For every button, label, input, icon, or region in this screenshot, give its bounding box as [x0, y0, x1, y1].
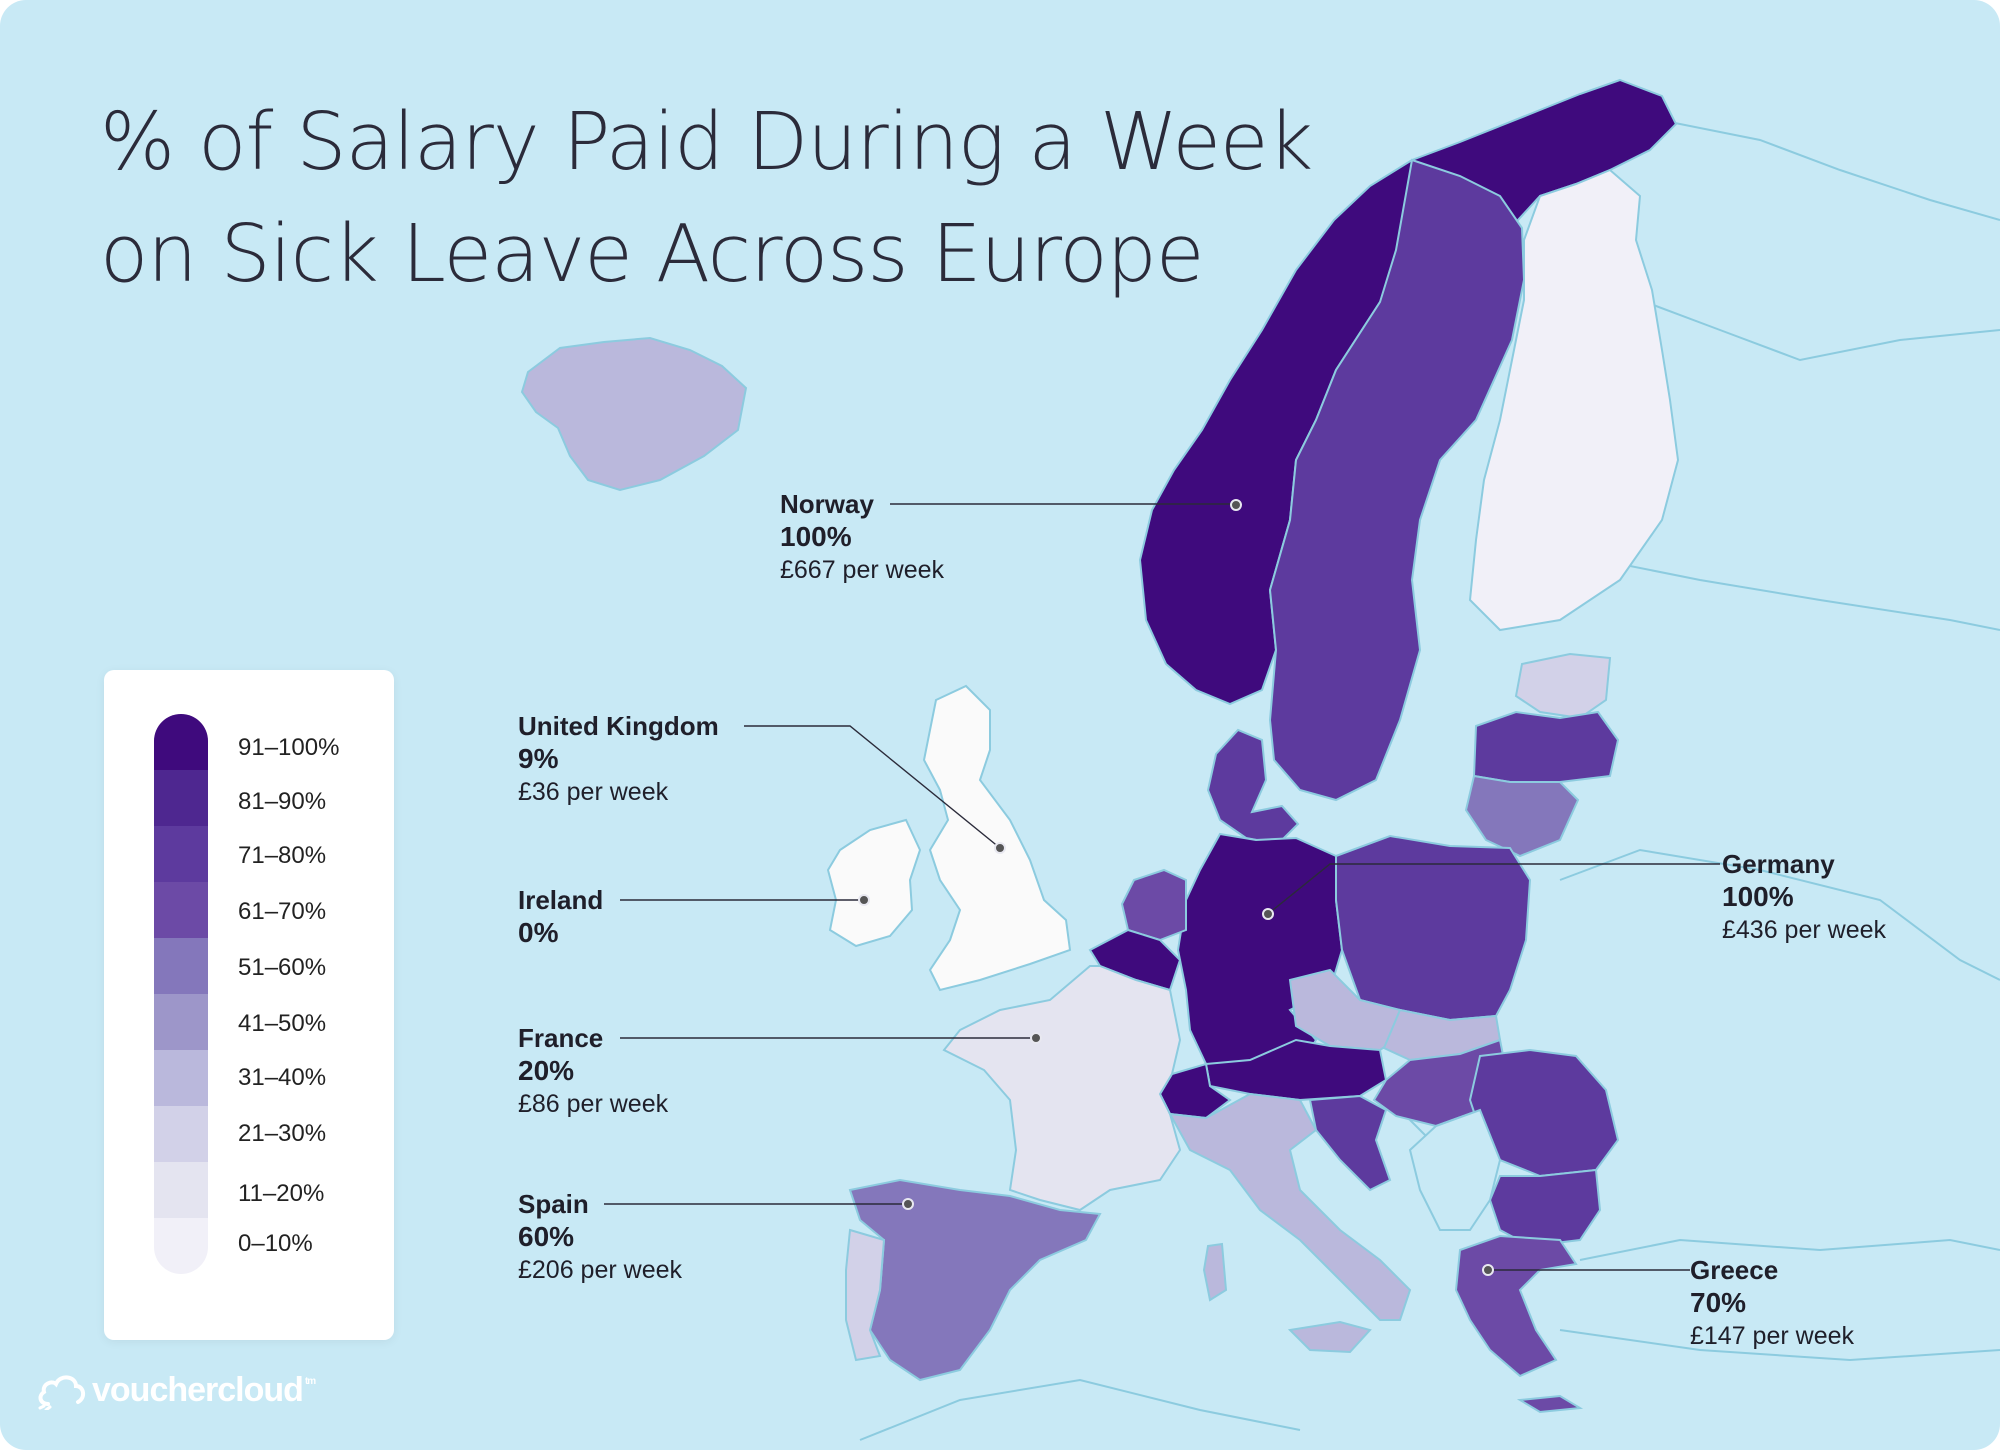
legend-label-91-100: 91–100%: [238, 734, 340, 761]
legend-swatch-11-20: [154, 1162, 208, 1218]
sardinia: [1202, 1242, 1228, 1302]
legend-swatch-81-90: [154, 770, 208, 826]
marker-germany: [1262, 908, 1274, 920]
callout-weekly-pay: £436 per week: [1722, 916, 1887, 944]
serbia-region: [1408, 1108, 1502, 1231]
bulgaria: [1488, 1168, 1602, 1248]
marker-ireland: [858, 894, 870, 906]
marker-spain: [902, 1198, 914, 1210]
leader-uk: [744, 725, 1001, 849]
sicily: [1287, 1320, 1372, 1354]
callout-country-name: United Kingdom: [518, 711, 719, 741]
marker-france: [1030, 1032, 1042, 1044]
sweden: [1268, 158, 1526, 802]
leader-germany: [1267, 863, 1720, 915]
callout-germany: Germany 100% £436 per week: [1722, 848, 1886, 946]
callout-country-name: Greece: [1690, 1255, 1779, 1285]
turkey-outline: [1559, 1238, 2000, 1362]
russia-outline: [1599, 119, 2000, 631]
legend-swatch-51-60: [154, 938, 208, 994]
legend-label-51-60: 51–60%: [238, 954, 327, 981]
callout-percent: 0%: [518, 917, 559, 948]
callout-country-name: Ireland: [518, 885, 604, 915]
marker-greece: [1482, 1264, 1494, 1276]
legend-label-31-40: 31–40%: [238, 1064, 327, 1091]
callout-percent: 70%: [1690, 1287, 1747, 1318]
callout-weekly-pay: £36 per week: [518, 778, 669, 806]
lithuania: [1464, 774, 1580, 858]
finland: [1468, 168, 1680, 632]
north-africa-outline: [859, 1378, 1301, 1441]
page-title: % of Salary Paid During a Week on Sick L…: [100, 96, 1313, 300]
legend-swatch-61-70: [154, 882, 208, 938]
brand-name: vouchercloud: [92, 1370, 304, 1409]
marker-uk: [994, 842, 1006, 854]
brand-trademark: tm: [304, 1375, 316, 1387]
cloud-icon: [38, 1375, 85, 1410]
legend-label-81-90: 81–90%: [238, 788, 327, 815]
callout-weekly-pay: £667 per week: [780, 556, 945, 584]
callout-greece: Greece 70% £147 per week: [1690, 1254, 1854, 1352]
legend-swatch-0-10: [154, 1218, 208, 1274]
united-kingdom: [922, 684, 1072, 992]
callout-weekly-pay: £206 per week: [518, 1256, 683, 1284]
legend-swatch-71-80: [154, 826, 208, 882]
callout-percent: 100%: [1722, 881, 1794, 912]
latvia: [1472, 710, 1620, 783]
legend: 91–100% 81–90% 71–80% 61–70% 51–60% 41–5…: [104, 670, 394, 1340]
callout-percent: 60%: [518, 1221, 575, 1252]
callout-country-name: Spain: [518, 1189, 589, 1219]
estonia: [1514, 652, 1612, 720]
callout-country-name: Germany: [1722, 849, 1835, 879]
iceland: [520, 336, 748, 492]
legend-label-0-10: 0–10%: [238, 1230, 313, 1257]
marker-norway: [1230, 499, 1242, 511]
callout-weekly-pay: £147 per week: [1690, 1322, 1855, 1350]
callout-percent: 20%: [518, 1055, 575, 1086]
legend-swatch-21-30: [154, 1106, 208, 1162]
poland: [1335, 834, 1532, 1022]
legend-label-41-50: 41–50%: [238, 1010, 327, 1037]
callout-norway: Norway 100% £667 per week: [780, 488, 944, 586]
legend-swatch-91-100: [154, 714, 208, 770]
denmark: [1206, 728, 1300, 846]
france: [942, 965, 1182, 1212]
legend-color-scale: [154, 714, 208, 1274]
greece: [1454, 1234, 1578, 1378]
callout-weekly-pay: £86 per week: [518, 1090, 669, 1118]
ukraine-outline: [1559, 848, 2000, 981]
callout-percent: 9%: [518, 743, 559, 774]
italy: [1168, 1092, 1412, 1321]
portugal: [845, 1228, 886, 1362]
callout-spain: Spain 60% £206 per week: [518, 1188, 682, 1286]
spain: [848, 1178, 1102, 1382]
crete: [1516, 1394, 1584, 1414]
legend-swatch-31-40: [154, 1050, 208, 1106]
netherlands: [1120, 868, 1187, 942]
callout-country-name: France: [518, 1023, 604, 1053]
legend-label-21-30: 21–30%: [238, 1120, 327, 1147]
callout-country-name: Norway: [780, 489, 874, 519]
legend-label-11-20: 11–20%: [238, 1180, 325, 1207]
norway: [1138, 78, 1678, 706]
brand-logo: vouchercloud tm: [36, 1370, 316, 1410]
callout-percent: 100%: [780, 521, 852, 552]
ireland: [826, 818, 922, 948]
callout-france: France 20% £86 per week: [518, 1022, 668, 1120]
croatia: [1308, 1094, 1392, 1192]
legend-swatch-41-50: [154, 994, 208, 1050]
legend-label-61-70: 61–70%: [238, 898, 327, 925]
callout-united-kingdom: United Kingdom 9% £36 per week: [518, 710, 719, 808]
callout-ireland: Ireland 0%: [518, 884, 603, 950]
legend-label-71-80: 71–80%: [238, 842, 327, 869]
